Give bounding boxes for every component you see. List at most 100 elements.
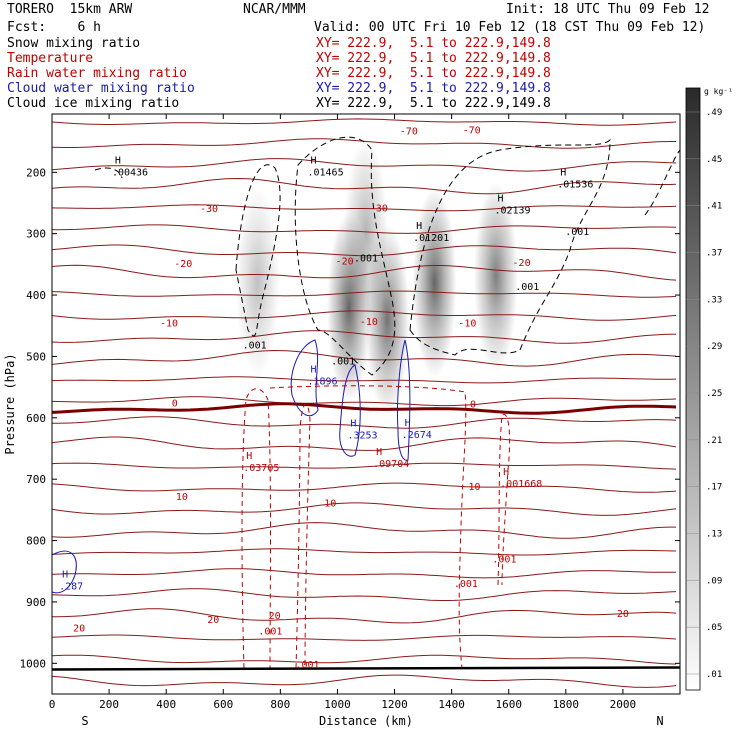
isotherm-line (52, 502, 677, 516)
isotherm-line (52, 634, 677, 641)
isotherm-line (52, 548, 677, 556)
isotherm-line (52, 310, 677, 321)
snow-shading-core (473, 181, 518, 372)
colorbar-tick-label: .49 (706, 108, 722, 118)
maximum-value-label: .287 (59, 582, 83, 593)
maximum-marker: H (560, 168, 566, 179)
isotherm-line (52, 436, 677, 451)
maximum-value-label: .01465 (307, 167, 343, 178)
isotherm-line (52, 264, 677, 281)
legend-snow-label: Snow mixing ratio (7, 36, 141, 51)
maximum-marker: H (503, 467, 509, 478)
legend-cloud-ice-xy: XY= 222.9, 5.1 to 222.9,149.8 (316, 96, 551, 111)
maximum-value-label: .1896 (307, 377, 337, 388)
maximum-value-label: .00436 (112, 167, 148, 178)
isotherm-line (52, 204, 677, 212)
y-tick-label: 800 (26, 535, 46, 548)
contour-label: .001 (565, 227, 589, 238)
isotherm-label: 20 (207, 615, 219, 626)
contour-label: .001 (331, 356, 355, 367)
maximum-marker: H (416, 221, 422, 232)
colorbar-tick-label: .09 (706, 576, 722, 586)
x-tick-label: 1800 (553, 698, 580, 711)
x-tick-label: 2000 (610, 698, 637, 711)
colorbar (685, 87, 701, 691)
colorbar-tick-label: .05 (706, 623, 722, 633)
legend-cloud-water-xy: XY= 222.9, 5.1 to 222.9,149.8 (316, 81, 551, 96)
cloud-water-contour (339, 364, 361, 457)
south-label: S (81, 714, 88, 728)
isotherm-line (52, 376, 677, 384)
legend-rain-xy: XY= 222.9, 5.1 to 222.9,149.8 (316, 66, 551, 81)
org-label: NCAR/MMM (243, 2, 306, 17)
colorbar-tick-label: .25 (706, 389, 722, 399)
isotherm-label: 20 (617, 609, 629, 620)
maximum-value-label: .03705 (243, 463, 279, 474)
rain-water-contour (295, 403, 311, 669)
maximum-marker: H (310, 155, 316, 166)
isotherm-label: -30 (200, 204, 218, 215)
x-tick-label: 600 (213, 698, 233, 711)
colorbar-tick-label: .17 (706, 483, 722, 493)
isotherm-line (52, 177, 677, 195)
isotherm-label: -10 (458, 319, 476, 330)
ground-line (52, 666, 680, 671)
maximum-marker: H (350, 419, 356, 430)
isotherm-label: -30 (370, 203, 388, 214)
isotherm-label: -10 (360, 317, 378, 328)
legend-rain-label: Rain water mixing ratio (7, 66, 188, 81)
isotherm-label: 0 (470, 400, 476, 411)
isotherm-label: -10 (160, 319, 178, 330)
colorbar-tick-label: .37 (706, 249, 722, 259)
maximum-marker: H (246, 451, 252, 462)
isotherm-line (52, 522, 676, 539)
maximum-marker: H (497, 193, 503, 204)
isotherm-label: -20 (336, 257, 354, 268)
forecast-hour: Fcst: 6 h (7, 20, 101, 35)
maximum-marker: H (376, 447, 382, 458)
maximum-value-label: .02139 (494, 205, 530, 216)
x-tick-label: 400 (156, 698, 176, 711)
rain-water-contour (269, 385, 467, 669)
maximum-marker: H (405, 418, 411, 429)
maximum-marker: H (310, 365, 316, 376)
legend-cloud-ice-label: Cloud ice mixing ratio (7, 96, 180, 111)
y-tick-label: 1000 (20, 657, 47, 670)
isotherm-line (52, 608, 677, 624)
isotherm-label: -20 (174, 259, 192, 270)
isotherm-line (52, 224, 677, 234)
maximum-marker: H (115, 155, 121, 166)
isotherm-line (52, 654, 677, 665)
y-tick-label: 500 (26, 350, 46, 363)
legend-temperature-label: Temperature (7, 51, 94, 66)
valid-time: Valid: 00 UTC Fri 10 Feb 12 (18 CST Thu … (314, 20, 706, 35)
rain-water-contour (497, 413, 511, 586)
y-axis-title: Pressure (hPa) (3, 353, 17, 454)
colorbar-tick-label: .29 (706, 342, 722, 352)
contour-label: .001 (258, 626, 282, 637)
snow-contour (409, 138, 611, 356)
isotherm-label: 10 (324, 499, 336, 510)
isotherm-line (52, 330, 676, 344)
legend-temperature-xy: XY= 222.9, 5.1 to 222.9,149.8 (316, 51, 551, 66)
colorbar-tick-label: .21 (706, 436, 722, 446)
plot-frame (51, 113, 681, 695)
isotherm-label: -70 (463, 125, 481, 136)
colorbar-tick-label: .41 (706, 202, 722, 212)
maximum-value-label: .001668 (500, 479, 542, 490)
y-tick-label: 300 (26, 228, 46, 241)
contour-label: .001 (295, 660, 319, 671)
x-tick-label: 0 (49, 698, 56, 711)
isotherm-label: 20 (269, 611, 281, 622)
x-axis-title: Distance (km) (319, 714, 413, 728)
model-title: TORERO 15km ARW (7, 2, 133, 17)
x-tick-label: 800 (270, 698, 290, 711)
isotherm-line (52, 158, 677, 172)
isotherm-line (52, 290, 677, 298)
isotherm-line (52, 462, 677, 470)
isotherm-line (52, 349, 677, 367)
maximum-value-label: .09704 (373, 459, 409, 470)
x-tick-label: 1400 (438, 698, 465, 711)
isotherm-label: 20 (73, 624, 85, 635)
